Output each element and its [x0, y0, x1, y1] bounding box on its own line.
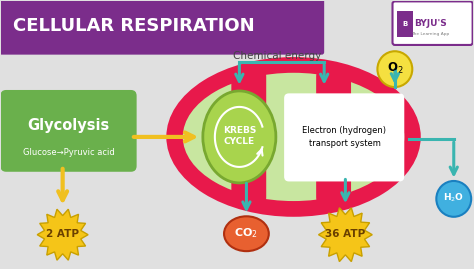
Ellipse shape: [183, 73, 404, 201]
Ellipse shape: [203, 91, 276, 183]
Text: Chemical energy: Chemical energy: [233, 51, 321, 61]
Polygon shape: [319, 208, 372, 261]
Circle shape: [377, 51, 412, 87]
Text: O$_2$: O$_2$: [387, 61, 403, 76]
FancyBboxPatch shape: [316, 68, 351, 206]
Text: B: B: [402, 21, 408, 27]
Text: H$_2$O: H$_2$O: [443, 192, 465, 204]
Text: Electron (hydrogen)
transport system: Electron (hydrogen) transport system: [302, 126, 386, 148]
FancyBboxPatch shape: [0, 0, 324, 55]
Ellipse shape: [166, 57, 421, 217]
FancyBboxPatch shape: [231, 68, 266, 206]
FancyBboxPatch shape: [392, 1, 473, 45]
Text: 36 ATP: 36 ATP: [325, 229, 365, 239]
Text: The Learning App: The Learning App: [411, 32, 449, 36]
Text: CELLULAR RESPIRATION: CELLULAR RESPIRATION: [13, 17, 255, 35]
Text: BYJU'S: BYJU'S: [414, 19, 447, 28]
FancyBboxPatch shape: [0, 90, 137, 172]
Polygon shape: [37, 209, 88, 260]
Text: Glucose→Pyruvic acid: Glucose→Pyruvic acid: [23, 148, 115, 157]
Ellipse shape: [224, 216, 269, 251]
FancyBboxPatch shape: [284, 93, 404, 182]
FancyBboxPatch shape: [397, 11, 413, 37]
Text: CO$_2$: CO$_2$: [235, 226, 258, 240]
Text: Glycolysis: Glycolysis: [27, 118, 110, 133]
Text: KREBS
CYCLE: KREBS CYCLE: [223, 126, 256, 146]
Text: 2 ATP: 2 ATP: [46, 229, 79, 239]
Circle shape: [437, 181, 471, 217]
